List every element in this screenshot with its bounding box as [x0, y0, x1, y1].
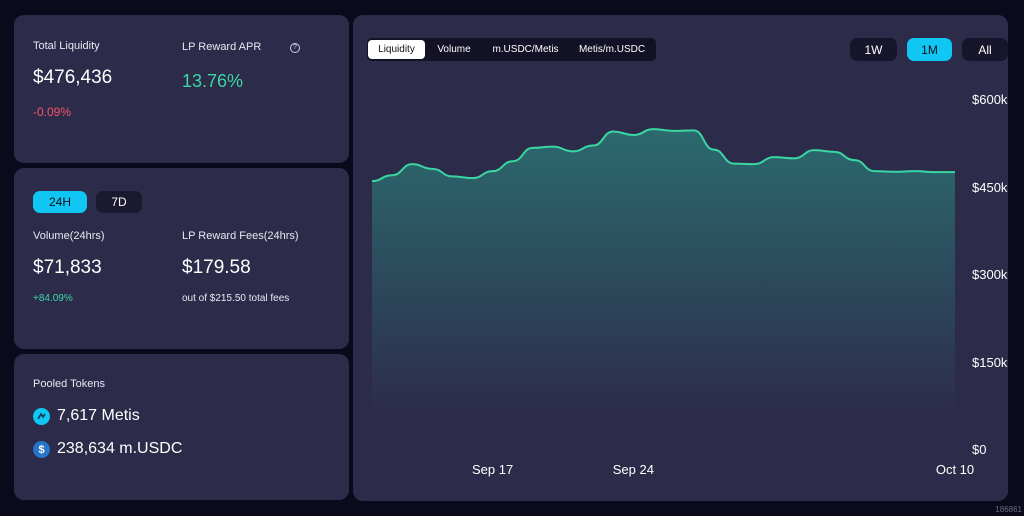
volume-change: +84.09% [33, 293, 73, 304]
range-1m-button[interactable]: 1M [907, 38, 952, 61]
info-icon[interactable]: ? [290, 43, 300, 53]
y-tick-label: $450k [972, 179, 1008, 195]
usdc-icon: $ [33, 441, 50, 458]
fees-label: LP Reward Fees(24hrs) [182, 230, 299, 242]
period-7d-button[interactable]: 7D [96, 191, 142, 213]
fees-value: $179.58 [182, 257, 251, 278]
volume-card: 24H 7D Volume(24hrs) $71,833 +84.09% LP … [14, 168, 349, 349]
total-liquidity-label: Total Liquidity [33, 40, 100, 52]
y-tick-label: $0 [972, 442, 987, 457]
tab-metis-usdc[interactable]: Metis/m.USDC [578, 44, 646, 55]
y-tick-label: $300k [972, 267, 1008, 282]
volume-label: Volume(24hrs) [33, 230, 105, 242]
x-tick-label: Oct 10 [935, 462, 975, 477]
y-tick-label: $150k [972, 354, 1008, 370]
x-tick-label: Sep 24 [612, 462, 654, 477]
volume-value: $71,833 [33, 257, 102, 278]
pooled-tokens-card: Pooled Tokens 7,617 Metis $ 238,634 m.US… [14, 354, 349, 500]
liquidity-line [371, 128, 955, 183]
total-liquidity-value: $476,436 [33, 67, 113, 88]
pooled-tokens-label: Pooled Tokens [33, 378, 105, 390]
tab-liquidity[interactable]: Liquidity [368, 40, 425, 59]
y-tick-label: $600k [972, 92, 1008, 107]
apr-value: 13.76% [182, 71, 244, 91]
total-liquidity-change: -0.09% [33, 105, 72, 119]
chart-tabs: Liquidity Volume m.USDC/Metis Metis/m.US… [367, 38, 656, 61]
total-liquidity-card: Total Liquidity $476,436 -0.09% LP Rewar… [14, 15, 349, 163]
corner-text: 186861 [995, 505, 1022, 514]
liquidity-area [372, 129, 955, 418]
apr-label: LP Reward APR [182, 41, 262, 53]
fees-note: out of $215.50 total fees [182, 293, 290, 304]
metis-icon [33, 408, 50, 425]
token-amount-usdc: 238,634 m.USDC [57, 440, 183, 457]
tab-usdc-metis[interactable]: m.USDC/Metis [492, 44, 559, 55]
range-1w-button[interactable]: 1W [850, 38, 897, 61]
tab-volume[interactable]: Volume [437, 44, 471, 55]
period-24h-button[interactable]: 24H [33, 191, 87, 213]
x-tick-label: Sep 17 [472, 462, 514, 477]
token-amount-metis: 7,617 Metis [57, 407, 140, 424]
range-all-button[interactable]: All [962, 38, 1008, 61]
